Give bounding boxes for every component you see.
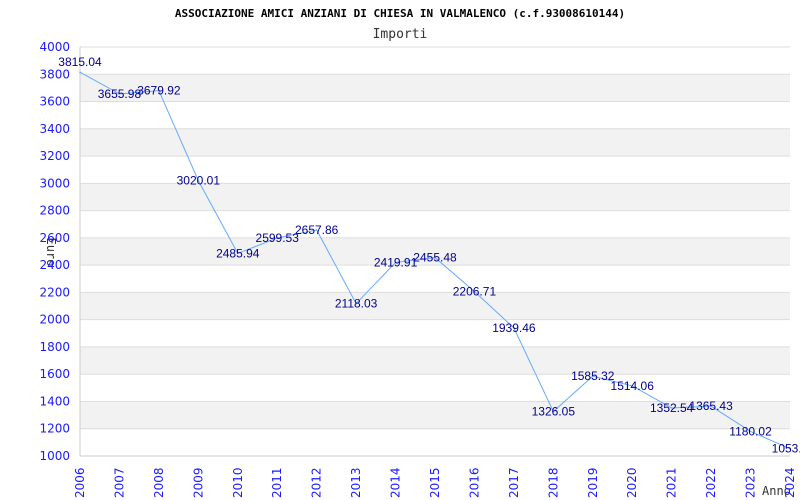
- y-tick-label: 1000: [39, 449, 70, 463]
- x-tick-label: 2019: [586, 467, 600, 498]
- data-label: 3655.98: [98, 87, 142, 101]
- chart-subtitle: Importi: [373, 27, 428, 42]
- y-axis-label: Euro: [44, 238, 58, 267]
- data-label: 1939.46: [492, 321, 536, 335]
- data-point: [591, 375, 594, 378]
- y-tick-label: 2400: [39, 258, 70, 272]
- data-label: 2419.91: [374, 255, 418, 269]
- data-point: [749, 430, 752, 433]
- data-point: [473, 290, 476, 293]
- y-tick-label: 2800: [39, 204, 70, 218]
- data-point: [434, 256, 436, 259]
- y-tick-label: 2600: [39, 231, 70, 245]
- data-label: 2455.48: [413, 251, 457, 265]
- x-tick-label: 2012: [310, 467, 324, 498]
- data-point: [79, 71, 81, 74]
- data-point: [513, 327, 515, 329]
- data-point: [118, 93, 121, 95]
- data-label: 2118.03: [335, 297, 378, 311]
- data-label: 2599.53: [256, 231, 300, 245]
- x-tick-label: 2016: [467, 467, 481, 498]
- x-tick-label: 2020: [625, 467, 639, 498]
- y-tick-label: 1600: [39, 367, 70, 381]
- x-tick-label: 2021: [665, 467, 679, 498]
- grid-band: [80, 183, 790, 211]
- data-label: 1326.05: [532, 405, 576, 419]
- data-label: 1352.54: [650, 401, 694, 415]
- y-tick-label: 3200: [39, 149, 70, 163]
- data-label: 3815.04: [58, 55, 102, 69]
- data-point: [631, 385, 634, 387]
- y-tick-label: 3600: [39, 95, 70, 109]
- data-label: 2657.86: [295, 223, 339, 237]
- x-tick-label: 2015: [428, 467, 442, 498]
- data-label: 1365.43: [689, 399, 733, 413]
- data-label: 3020.01: [177, 174, 221, 188]
- data-point: [710, 405, 712, 407]
- x-axis-label: Anno: [762, 484, 791, 498]
- data-point: [315, 229, 318, 231]
- data-label: 1514.06: [611, 379, 655, 393]
- y-tick-label: 3800: [39, 67, 70, 81]
- x-tick-label: 2017: [507, 467, 521, 498]
- data-point: [670, 407, 673, 409]
- x-tick-label: 2024: [783, 467, 797, 498]
- x-tick-label: 2013: [349, 467, 363, 498]
- data-point: [552, 410, 555, 413]
- x-tick-label: 2018: [546, 467, 560, 498]
- grid-band: [80, 128, 790, 157]
- data-label: 2485.94: [216, 246, 260, 260]
- data-label: 1180.02: [729, 424, 772, 438]
- x-tick-label: 2006: [73, 467, 87, 498]
- grid-band: [80, 237, 790, 266]
- y-tick-label: 1800: [39, 340, 70, 354]
- grid-band: [80, 401, 790, 429]
- x-tick-label: 2023: [744, 467, 758, 498]
- y-tick-label: 2000: [39, 313, 70, 327]
- y-tick-label: 3000: [39, 176, 70, 190]
- data-point: [394, 261, 397, 264]
- x-tick-label: 2009: [191, 467, 205, 498]
- data-point: [355, 302, 357, 305]
- x-tick-label: 2008: [152, 467, 166, 498]
- data-label: 1053.7: [772, 442, 800, 456]
- y-tick-label: 1200: [39, 422, 70, 436]
- grid-band: [80, 346, 790, 375]
- grid-band: [80, 74, 790, 102]
- data-point: [158, 89, 160, 92]
- data-point: [236, 252, 239, 255]
- data-point: [197, 179, 200, 182]
- data-point: [789, 447, 791, 450]
- x-tick-label: 2010: [231, 467, 245, 498]
- y-tick-label: 3400: [39, 122, 70, 136]
- x-tick-label: 2022: [704, 467, 718, 498]
- grid-band: [80, 292, 790, 320]
- data-label: 3679.92: [137, 84, 181, 98]
- y-tick-label: 4000: [39, 40, 70, 54]
- data-label: 2206.71: [453, 284, 497, 298]
- y-tick-label: 2200: [39, 285, 70, 299]
- x-tick-label: 2014: [389, 467, 403, 498]
- x-tick-label: 2007: [112, 467, 126, 498]
- y-tick-label: 1400: [39, 394, 70, 408]
- data-point: [276, 237, 279, 239]
- chart-title: ASSOCIAZIONE AMICI ANZIANI DI CHIESA IN …: [175, 7, 625, 20]
- data-label: 1585.32: [571, 369, 615, 383]
- x-tick-label: 2011: [270, 467, 284, 498]
